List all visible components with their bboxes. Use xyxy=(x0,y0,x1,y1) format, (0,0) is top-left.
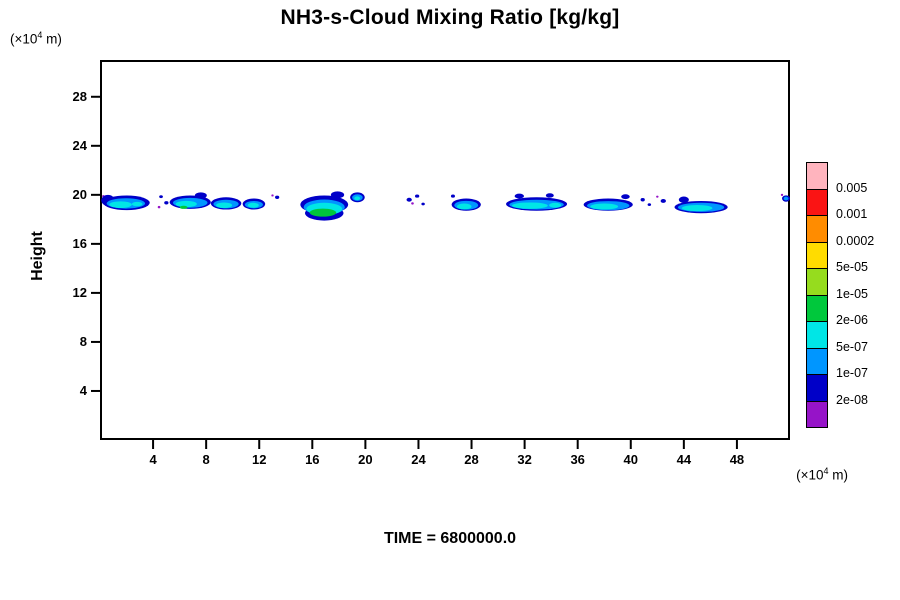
colorbar-label: 0.0002 xyxy=(836,233,875,248)
cloud-blob xyxy=(216,202,233,209)
colorbar-label: 5e-07 xyxy=(836,339,868,354)
cloud-blob xyxy=(159,195,163,199)
colorbar-label: 5e-05 xyxy=(836,260,868,274)
colorbar-segment xyxy=(806,400,828,428)
y-unit-prefix: (×10 xyxy=(10,31,38,47)
x-tick-label: 32 xyxy=(517,452,532,467)
colorbar-segment xyxy=(806,162,828,190)
x-unit-prefix: (×10 xyxy=(796,467,824,483)
cloud-blob xyxy=(590,203,619,210)
x-tick-label: 12 xyxy=(251,452,267,467)
cloud-contours xyxy=(101,191,790,221)
cloud-blob xyxy=(179,205,188,209)
time-annotation: TIME = 6800000.0 xyxy=(383,530,517,547)
cloud-blob xyxy=(783,196,789,201)
x-tick-label: 24 xyxy=(411,452,426,467)
cloud-blob xyxy=(411,202,414,205)
cloud-blob xyxy=(681,205,713,212)
cloud-blob xyxy=(450,194,455,198)
cloud-blob xyxy=(247,202,259,208)
cloud-blob xyxy=(175,200,197,208)
y-unit-suffix: m) xyxy=(42,31,62,47)
cloud-blob xyxy=(157,205,161,209)
y-tick-label: 4 xyxy=(79,382,87,398)
cloud-blob xyxy=(512,202,548,209)
y-tick-label: 8 xyxy=(79,333,87,349)
x-tick-label: 44 xyxy=(676,452,692,467)
y-tick-label: 16 xyxy=(72,235,87,251)
colorbar-segment xyxy=(806,188,828,216)
cloud-blob xyxy=(656,195,659,198)
colorbar xyxy=(806,162,828,428)
cloud-blob xyxy=(647,203,652,206)
x-tick-label: 4 xyxy=(149,452,157,467)
colorbar-label: 2e-06 xyxy=(836,313,868,327)
cloud-blob xyxy=(406,197,412,202)
x-unit-suffix: m) xyxy=(828,467,848,483)
colorbar-segment xyxy=(806,321,828,349)
chart-title: NH3-s-Cloud Mixing Ratio [kg/kg] xyxy=(280,6,620,29)
y-tick-label: 20 xyxy=(72,186,87,202)
x-unit-exponent: 4 xyxy=(823,466,829,476)
cloud-blob xyxy=(640,198,645,202)
colorbar-segment xyxy=(806,347,828,375)
cloud-blob xyxy=(456,203,472,210)
x-tick-label: 48 xyxy=(729,452,745,467)
cloud-blob xyxy=(549,202,562,208)
colorbar-label: 1e-05 xyxy=(836,286,868,301)
colorbar-label: 0.001 xyxy=(836,207,868,221)
cloud-blob xyxy=(271,194,274,197)
x-axis-unit-label: (×104 m) xyxy=(718,466,848,483)
cloud-blob xyxy=(780,193,784,196)
x-tick-label: 28 xyxy=(464,452,479,467)
colorbar-segment xyxy=(806,374,828,402)
x-tick-label: 8 xyxy=(202,452,210,467)
cloud-blob xyxy=(164,201,169,205)
x-tick-label: 20 xyxy=(358,452,373,467)
colorbar-segment xyxy=(806,294,828,322)
cloud-blob xyxy=(621,194,630,200)
cloud-blob xyxy=(109,201,132,208)
cloud-blob xyxy=(421,202,425,206)
colorbar-label: 1e-07 xyxy=(836,366,868,380)
y-axis-unit-label: (×104 m) xyxy=(10,30,62,47)
y-tick-label: 12 xyxy=(72,284,87,300)
x-tick-label: 36 xyxy=(570,452,585,467)
colorbar-segment xyxy=(806,241,828,269)
colorbar-label: 2e-08 xyxy=(836,392,868,407)
y-tick-label: 24 xyxy=(72,137,87,153)
cloud-blob xyxy=(330,191,345,199)
x-tick-label: 40 xyxy=(623,452,638,467)
cloud-blob xyxy=(275,195,280,200)
plot-area xyxy=(100,60,790,440)
cloud-blob xyxy=(514,193,524,199)
colorbar-label: 0.005 xyxy=(836,180,868,195)
cloud-blob xyxy=(309,208,337,217)
cloud-blob xyxy=(678,196,689,203)
x-tick-label: 16 xyxy=(305,452,320,467)
colorbar-segment xyxy=(806,215,828,243)
y-unit-exponent: 4 xyxy=(37,30,43,40)
cloud-blob xyxy=(545,193,554,198)
cloud-blob xyxy=(131,201,143,207)
cloud-blob xyxy=(660,199,666,203)
cloud-blob xyxy=(415,194,420,198)
colorbar-segment xyxy=(806,268,828,296)
y-tick-label: 28 xyxy=(72,88,87,104)
cloud-blob xyxy=(354,196,361,201)
cloud-blob xyxy=(194,192,207,199)
